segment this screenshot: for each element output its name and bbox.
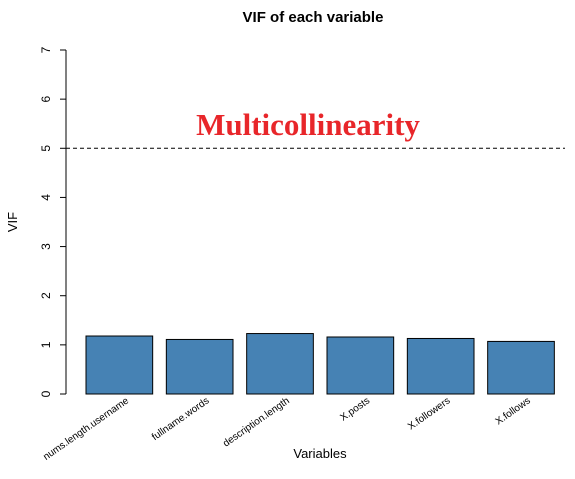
y-tick-label-5: 5 <box>39 145 53 152</box>
y-tick-label-7: 7 <box>39 46 53 53</box>
bar-description-length <box>246 333 314 395</box>
chart-title: VIF of each variable <box>243 9 384 26</box>
category-label-x-posts: X.posts <box>338 395 372 423</box>
y-tick-label-0: 0 <box>39 390 53 397</box>
category-labels: nums.length.username fullname.words descri… <box>41 395 532 463</box>
bar-x-posts <box>326 336 395 395</box>
category-label-x-followers: X.followers <box>406 395 452 432</box>
bar-x-followers <box>406 337 475 395</box>
y-tick-label-6: 6 <box>39 95 53 102</box>
y-tick-label-1: 1 <box>39 341 53 348</box>
bar-x-follows <box>487 340 555 395</box>
y-tick-label-2: 2 <box>39 292 53 299</box>
bar-fullname-words <box>165 338 234 395</box>
multicollinearity-annotation: Multicollinearity <box>196 107 420 142</box>
category-label-fullname-words: fullname.words <box>150 395 211 443</box>
x-axis-label: Variables <box>293 446 347 461</box>
y-tick-label-4: 4 <box>39 194 53 201</box>
y-axis-label: VIF <box>5 212 20 232</box>
y-axis-ticks: 0 1 2 3 4 5 6 7 <box>39 46 66 397</box>
bar-nums-length-username <box>85 335 154 395</box>
bars-group <box>85 333 555 395</box>
y-tick-label-3: 3 <box>39 243 53 250</box>
category-label-description-length: description.length <box>221 395 292 449</box>
category-label-nums-length-username: nums.length.username <box>41 395 131 463</box>
category-label-x-follows: X.follows <box>494 395 533 427</box>
